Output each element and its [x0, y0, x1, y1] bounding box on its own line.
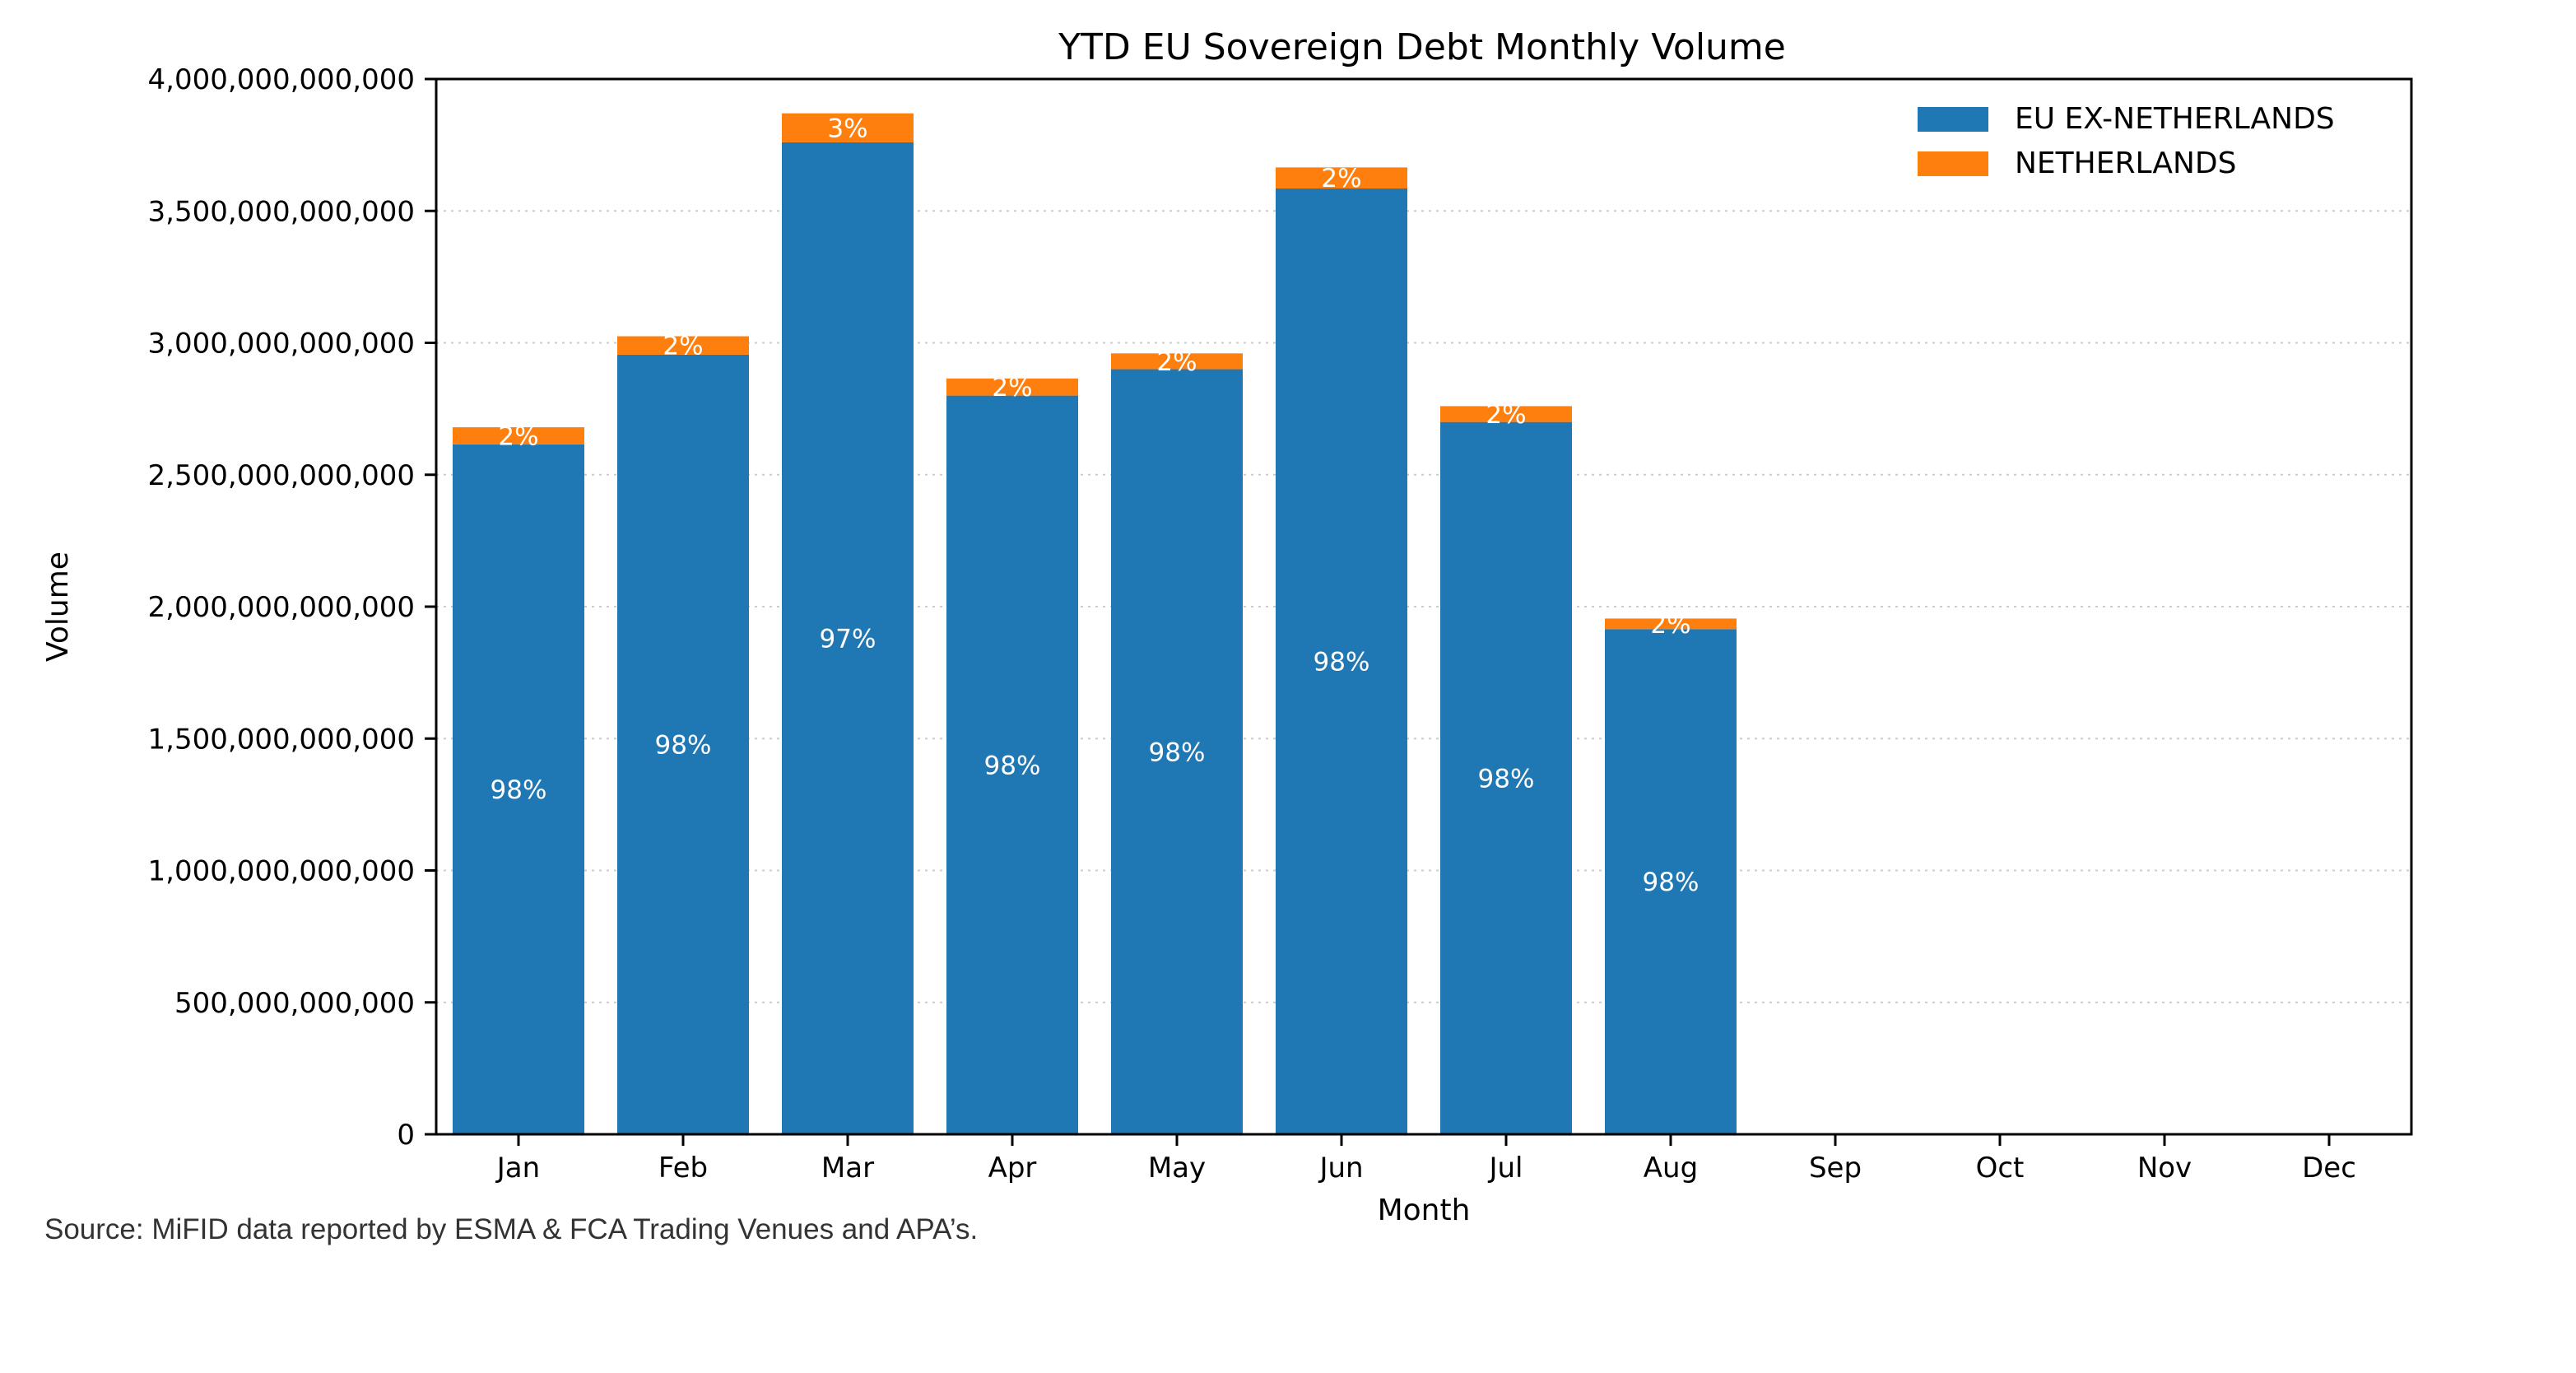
legend-swatch — [1918, 151, 1988, 176]
legend-label: NETHERLANDS — [2015, 147, 2237, 180]
bar-label-netherlands: 2% — [1156, 347, 1197, 377]
bar-label-netherlands: 3% — [827, 114, 867, 143]
y-tick-label: 4,000,000,000,000 — [148, 63, 415, 96]
bar-label-netherlands: 2% — [1321, 164, 1361, 193]
bar-netherlands — [1605, 618, 1737, 630]
bar-eu-ex-netherlands — [1605, 629, 1737, 1134]
bar-netherlands — [453, 427, 584, 444]
y-axis: 0 500,000,000,000 1,000,000,000,000 1,500,0… — [148, 63, 436, 1152]
y-tick-label: 3,500,000,000,000 — [148, 195, 415, 228]
bar-netherlands — [782, 113, 914, 142]
bar-label-netherlands: 2% — [1650, 610, 1690, 640]
y-tick-label: 2,000,000,000,000 — [148, 591, 415, 624]
bar-eu-ex-netherlands — [453, 444, 584, 1134]
bar-label-eu-ex-netherlands: 98% — [1149, 738, 1206, 767]
bar-label-netherlands: 2% — [1486, 400, 1526, 430]
bar-netherlands — [1276, 167, 1407, 189]
y-tick-label: 3,000,000,000,000 — [148, 328, 415, 361]
bar-labels: 98% 2% 98% 2% 97% 3% 98% 2% 98% 2% 98% 2% 98% 2% 98% 2% — [491, 114, 1700, 897]
bar-label-eu-ex-netherlands: 97% — [820, 624, 876, 654]
bar-label-netherlands: 2% — [498, 421, 538, 451]
x-tick-label: Oct — [1976, 1152, 2025, 1185]
x-tick-label: Sep — [1809, 1152, 1862, 1185]
legend-swatch — [1918, 107, 1988, 132]
y-tick-label: 0 — [397, 1119, 415, 1152]
bar-label-eu-ex-netherlands: 98% — [491, 775, 547, 805]
bars — [453, 113, 1737, 1135]
bar-label-eu-ex-netherlands: 98% — [1643, 868, 1700, 897]
x-tick-label: Feb — [658, 1152, 708, 1185]
x-tick-label: Nov — [2137, 1152, 2192, 1185]
x-tick-label: Jan — [495, 1152, 540, 1185]
y-tick-label: 2,500,000,000,000 — [148, 459, 415, 492]
x-axis-label: Month — [1378, 1194, 1471, 1227]
bar-label-eu-ex-netherlands: 98% — [1478, 764, 1535, 794]
bar-label-netherlands: 2% — [992, 373, 1032, 403]
x-axis: Jan Feb Mar Apr May Jun Jul Aug Sep Oct Nov Dec — [495, 1134, 2356, 1185]
bar-netherlands — [946, 378, 1078, 396]
y-axis-label: Volume — [41, 552, 75, 662]
bar-label-eu-ex-netherlands: 98% — [1314, 648, 1370, 677]
x-tick-label: Dec — [2302, 1152, 2356, 1185]
bar-netherlands — [617, 336, 749, 355]
x-tick-label: Apr — [988, 1152, 1037, 1185]
y-tick-label: 1,000,000,000,000 — [148, 855, 415, 888]
bar-eu-ex-netherlands — [782, 142, 914, 1134]
legend-label: EU EX-NETHERLANDS — [2015, 102, 2335, 136]
bar-netherlands — [1111, 353, 1243, 370]
bar-eu-ex-netherlands — [1111, 369, 1243, 1134]
chart-title: YTD EU Sovereign Debt Monthly Volume — [1058, 26, 1786, 68]
source-note: Source: MiFID data reported by ESMA & FC… — [44, 1213, 979, 1245]
bar-label-netherlands: 2% — [663, 332, 703, 361]
bar-label-eu-ex-netherlands: 98% — [984, 751, 1041, 780]
x-tick-label: Jun — [1318, 1152, 1363, 1185]
y-tick-label: 500,000,000,000 — [174, 987, 415, 1020]
bar-eu-ex-netherlands — [1440, 421, 1572, 1134]
x-tick-label: Jul — [1487, 1152, 1523, 1185]
y-tick-label: 1,500,000,000,000 — [148, 723, 415, 756]
bar-label-eu-ex-netherlands: 98% — [655, 730, 712, 760]
legend: EU EX-NETHERLANDS NETHERLANDS — [1918, 102, 2335, 180]
x-tick-label: Mar — [821, 1152, 874, 1185]
x-tick-label: Aug — [1644, 1152, 1698, 1185]
bar-netherlands — [1440, 406, 1572, 422]
x-tick-label: May — [1148, 1152, 1206, 1185]
bar-eu-ex-netherlands — [946, 395, 1078, 1135]
bar-eu-ex-netherlands — [617, 354, 749, 1134]
bar-eu-ex-netherlands — [1276, 188, 1407, 1134]
